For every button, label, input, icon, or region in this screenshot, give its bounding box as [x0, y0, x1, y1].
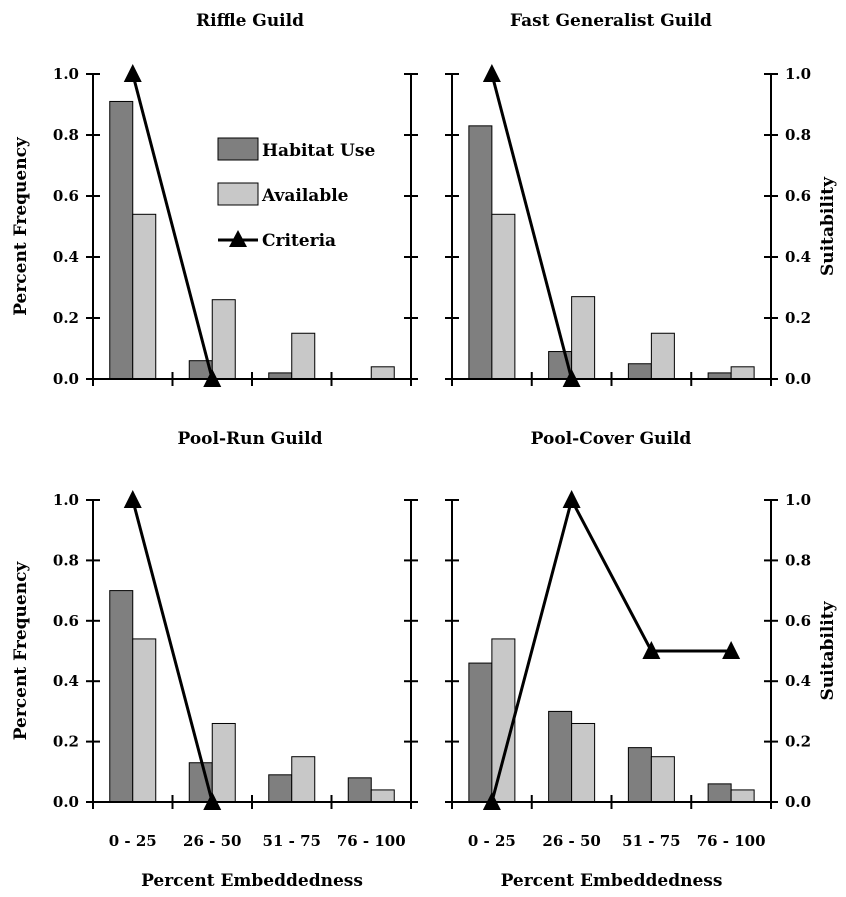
chart-panel-4: Pool-Cover Guild 0.0 0.2 0.4 0.6 0.8 1.0 Suitab…: [445, 429, 838, 891]
criteria-line: [490, 495, 732, 803]
y2-tick-label: 0.8: [785, 126, 811, 144]
bar-habitat-use: [347, 777, 372, 803]
bar-available: [132, 213, 157, 380]
legend-label: Criteria: [262, 231, 336, 251]
bar-available: [571, 296, 596, 380]
criteria-marker: [642, 641, 661, 659]
criteria-marker: [123, 64, 142, 82]
chart-panel-3: Pool-Run Guild 0.0 0.2 0.4 0.6 0.8 1.0 Percent …: [11, 429, 418, 891]
y2-axis-label: Suitability: [818, 600, 838, 700]
x-category-label: 76 - 100: [337, 832, 406, 850]
bar-available: [291, 332, 316, 380]
bar-habitat-use: [109, 100, 134, 380]
y2-tick-label: 0.6: [785, 612, 811, 630]
legend: Habitat Use Available Criteria: [217, 137, 375, 251]
bar-habitat-use: [109, 590, 134, 803]
bar-available: [211, 299, 236, 380]
y-tick-label: 1.0: [53, 491, 79, 509]
bar-habitat-use: [627, 363, 652, 380]
bar-available: [491, 213, 516, 380]
x-category-label: 51 - 75: [263, 832, 321, 850]
bar-available: [730, 366, 755, 380]
legend-label: Habitat Use: [262, 141, 375, 161]
y2-tick-label: 0.8: [785, 551, 811, 569]
bar-available: [571, 722, 596, 803]
y-axis-label: Percent Frequency: [11, 561, 31, 741]
y2-tick-label: 1.0: [785, 491, 811, 509]
bar-habitat-use: [188, 762, 213, 803]
legend-swatch-habitat-use: [217, 137, 259, 161]
criteria-marker: [482, 792, 501, 810]
bar-available: [491, 638, 516, 803]
bar-habitat-use: [548, 710, 573, 803]
criteria-marker: [203, 369, 222, 387]
y-tick-label: 0.2: [53, 309, 79, 327]
criteria-marker: [562, 490, 581, 508]
bar-available: [730, 789, 755, 803]
y-axis-label: Percent Frequency: [11, 136, 31, 316]
bar-habitat-use: [468, 125, 493, 380]
y-tick-label: 0.8: [53, 551, 79, 569]
y-tick-label: 0.4: [53, 672, 79, 690]
x-axis-label: Percent Embeddedness: [501, 871, 723, 891]
panel-title: Riffle Guild: [196, 11, 304, 31]
y2-tick-label: 0.4: [785, 672, 811, 690]
y2-tick-label: 0.0: [785, 793, 811, 811]
bar-habitat-use: [268, 774, 293, 803]
criteria-line: [131, 73, 214, 380]
y-tick-label: 0.2: [53, 733, 79, 751]
bar-habitat-use: [468, 662, 493, 803]
y2-tick-label: 1.0: [785, 65, 811, 83]
x-axis-label: Percent Embeddedness: [141, 871, 363, 891]
chart-panel-1: Riffle Guild 0.0 0.2 0.4 0.6 0.8 1.0 Percent Fr…: [11, 11, 418, 388]
bar-available: [650, 332, 675, 380]
x-category-label: 0 - 25: [109, 832, 157, 850]
y2-axis-label: Suitability: [818, 176, 838, 276]
y2-tick-label: 0.6: [785, 187, 811, 205]
criteria-marker: [482, 64, 501, 82]
x-category-label: 26 - 50: [183, 832, 241, 850]
legend-swatch-marker: [229, 230, 247, 247]
y2-tick-label: 0.0: [785, 370, 811, 388]
x-category-label: 0 - 25: [468, 832, 516, 850]
y-tick-label: 0.0: [53, 793, 79, 811]
chart-panel-2: Fast Generalist Guild 0.0 0.2 0.4 0.6 0.8 1.0 S…: [445, 11, 838, 388]
bar-habitat-use: [707, 783, 732, 803]
criteria-marker: [123, 490, 142, 508]
bar-available: [370, 366, 395, 380]
legend-label: Available: [261, 186, 349, 206]
y2-tick-label: 0.2: [785, 309, 811, 327]
criteria-line: [131, 499, 214, 803]
bar-available: [291, 756, 316, 803]
y-tick-label: 0.0: [53, 370, 79, 388]
x-category-label: 26 - 50: [542, 832, 600, 850]
criteria-line: [490, 73, 574, 380]
criteria-marker: [722, 641, 741, 659]
panel-title: Pool-Cover Guild: [531, 429, 692, 449]
y-tick-label: 0.6: [53, 612, 79, 630]
y2-tick-label: 0.2: [785, 733, 811, 751]
bar-available: [650, 756, 675, 803]
y2-tick-label: 0.4: [785, 248, 811, 266]
x-category-label: 51 - 75: [622, 832, 680, 850]
bar-available: [211, 722, 236, 803]
bar-available: [370, 789, 395, 803]
x-category-label: 76 - 100: [697, 832, 766, 850]
legend-swatch-available: [217, 182, 259, 206]
criteria-marker: [562, 369, 581, 387]
y-tick-label: 0.8: [53, 126, 79, 144]
bar-habitat-use: [627, 747, 652, 803]
criteria-marker: [203, 792, 222, 810]
panel-title: Pool-Run Guild: [178, 429, 323, 449]
bar-available: [132, 638, 157, 803]
y-tick-label: 1.0: [53, 65, 79, 83]
y-tick-label: 0.6: [53, 187, 79, 205]
y-tick-label: 0.4: [53, 248, 79, 266]
panel-title: Fast Generalist Guild: [510, 11, 712, 31]
